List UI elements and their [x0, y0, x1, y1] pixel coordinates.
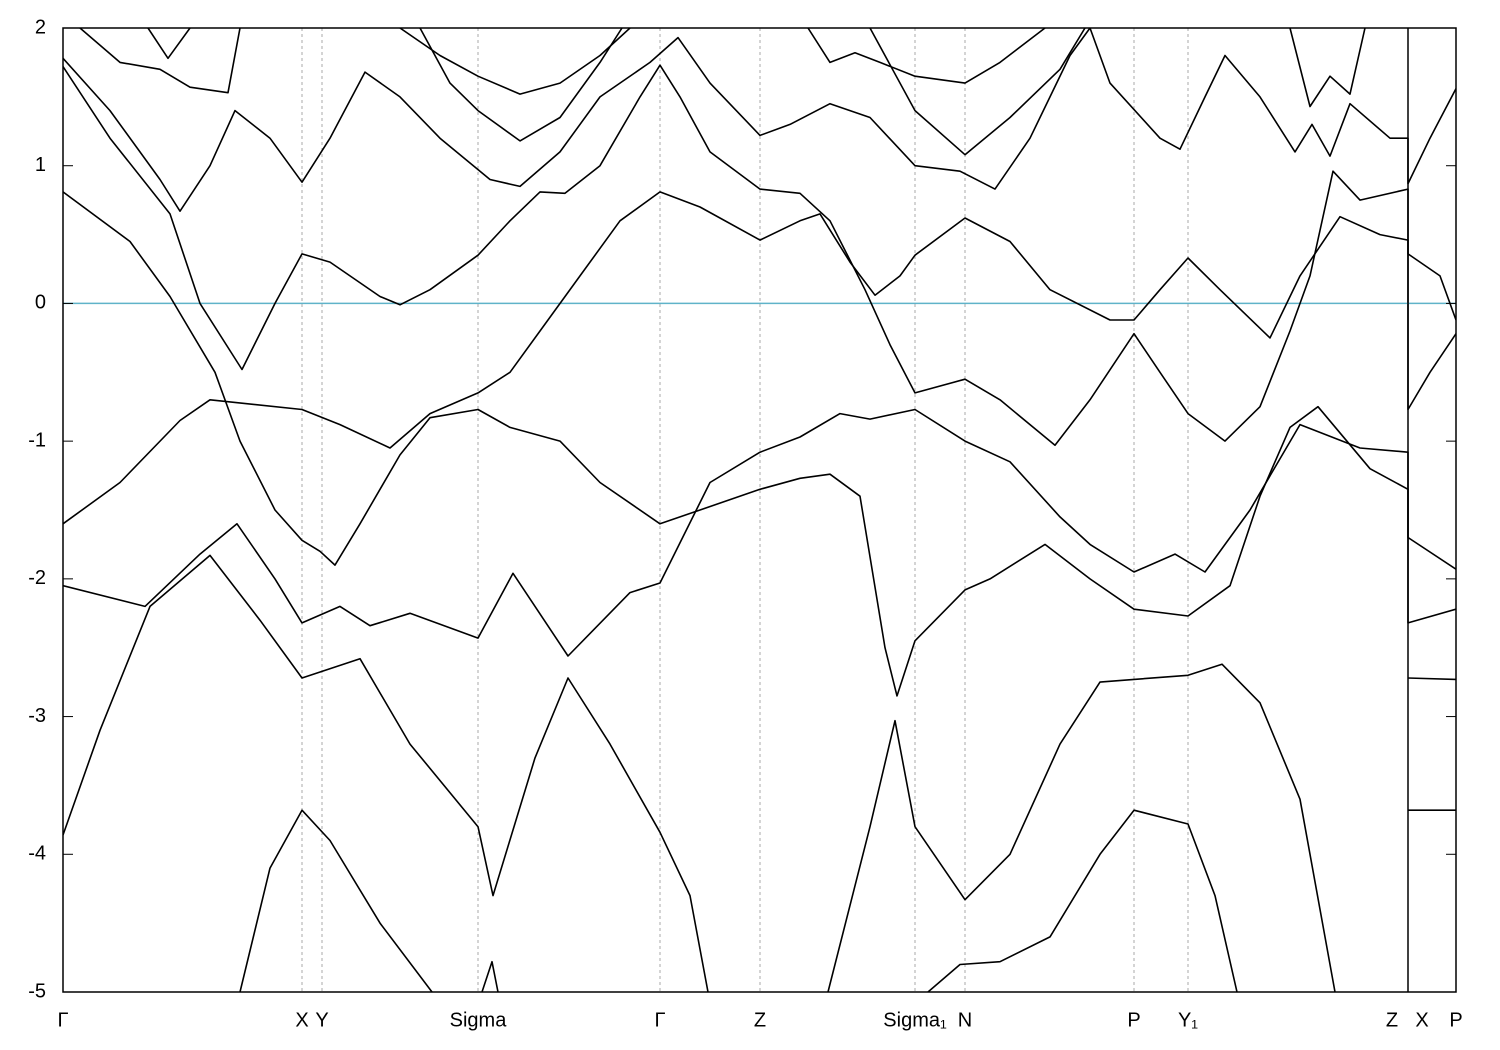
x-tick-label: P — [1127, 1009, 1140, 1031]
bands — [63, 28, 1456, 992]
y-tick-label: 1 — [35, 154, 46, 176]
y-tick-label: -1 — [28, 429, 46, 451]
band-line — [399, 28, 631, 95]
band-line — [827, 663, 1336, 992]
x-tick-label: X — [295, 1009, 308, 1031]
band-line — [63, 28, 1456, 212]
y-tick-label: -5 — [28, 980, 46, 1002]
band-line — [1407, 677, 1456, 681]
band-line — [807, 28, 1046, 84]
band-line — [927, 809, 1238, 992]
labels: 210-1-2-3-4-5Γ X Y Sigma Γ Z Sigma₁ N P Y₁ Z X P — [28, 16, 1462, 1031]
x-tick-label: Γ — [654, 1009, 665, 1031]
y-tick-label: 2 — [35, 16, 46, 38]
band-line — [63, 64, 1456, 447]
x-tick-label: Sigma — [450, 1009, 508, 1031]
band-line — [1289, 28, 1366, 108]
x-tick-label: Γ — [57, 1009, 68, 1031]
plot-frame — [62, 27, 1457, 993]
x-tick-label: Y — [315, 1009, 328, 1031]
x-tick-label: Z — [1386, 1009, 1398, 1031]
band-line — [419, 28, 623, 142]
x-tick-label: P — [1449, 1009, 1462, 1031]
band-line — [147, 28, 191, 60]
y-tick-label: -2 — [28, 567, 46, 589]
band-line — [63, 191, 1456, 525]
band-line — [869, 28, 1086, 156]
band-line — [481, 960, 499, 992]
y-tick-label: -4 — [28, 843, 46, 865]
band-line — [239, 809, 433, 992]
y-tick-label: -3 — [28, 705, 46, 727]
band-line — [63, 408, 1456, 657]
x-tick-label: Y₁ — [1178, 1009, 1198, 1031]
x-tick-label: X — [1415, 1009, 1428, 1031]
band-line — [63, 554, 709, 992]
y-tick-label: 0 — [35, 292, 46, 314]
x-tick-label: Sigma₁ — [883, 1009, 947, 1031]
x-tick-label: Z — [754, 1009, 766, 1031]
band-line — [79, 28, 241, 94]
band-line — [63, 191, 1456, 697]
x-tick-label: N — [958, 1009, 972, 1031]
